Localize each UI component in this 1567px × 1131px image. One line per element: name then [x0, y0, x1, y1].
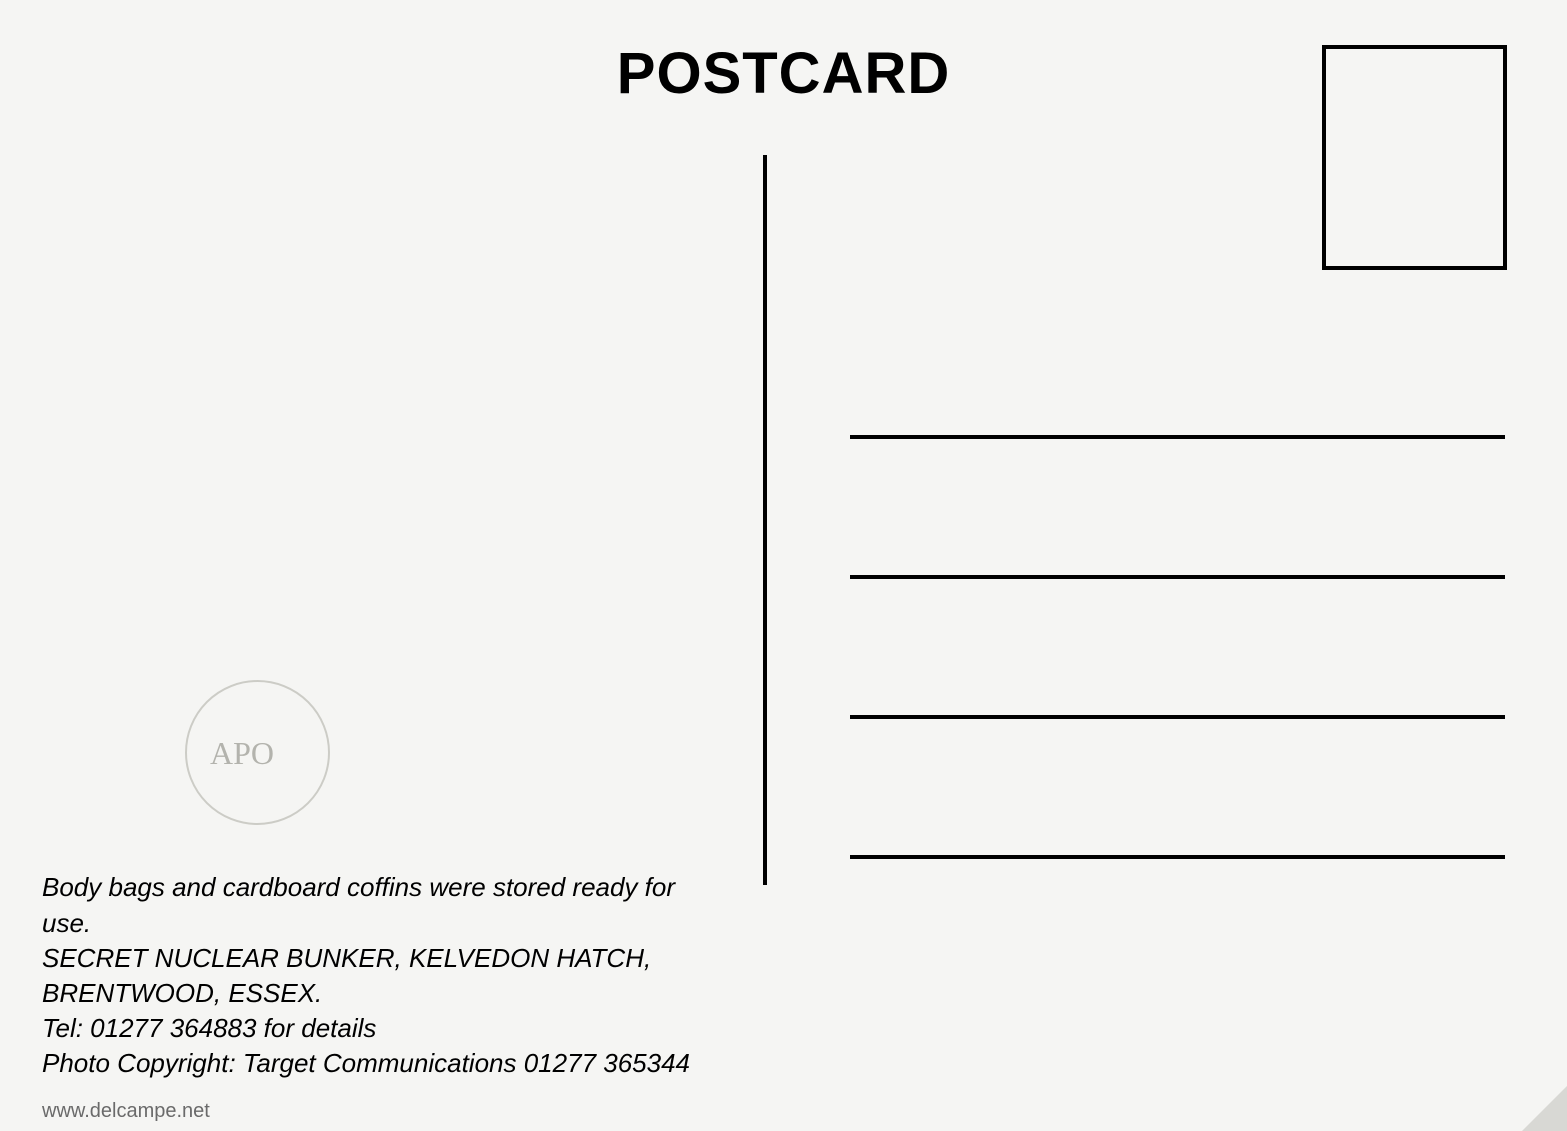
postcard-title: POSTCARD	[617, 40, 950, 107]
corner-fold-icon	[1522, 1086, 1567, 1131]
description-line: SECRET NUCLEAR BUNKER, KELVEDON HATCH,	[42, 941, 782, 976]
address-line-1	[850, 435, 1505, 439]
postcard-description: Body bags and cardboard coffins were sto…	[42, 870, 782, 1081]
ink-stamp-text: APO	[210, 735, 274, 772]
address-line-2	[850, 575, 1505, 579]
address-line-3	[850, 715, 1505, 719]
description-line: Body bags and cardboard coffins were sto…	[42, 870, 782, 905]
address-line-4	[850, 855, 1505, 859]
footer-link: www.delcampe.net	[42, 1100, 210, 1123]
description-line: Tel: 01277 364883 for details	[42, 1011, 782, 1046]
stamp-box	[1322, 45, 1507, 270]
center-divider	[763, 155, 767, 885]
description-line: BRENTWOOD, ESSEX.	[42, 976, 782, 1011]
description-line: use.	[42, 906, 782, 941]
description-line: Photo Copyright: Target Communications 0…	[42, 1046, 782, 1081]
